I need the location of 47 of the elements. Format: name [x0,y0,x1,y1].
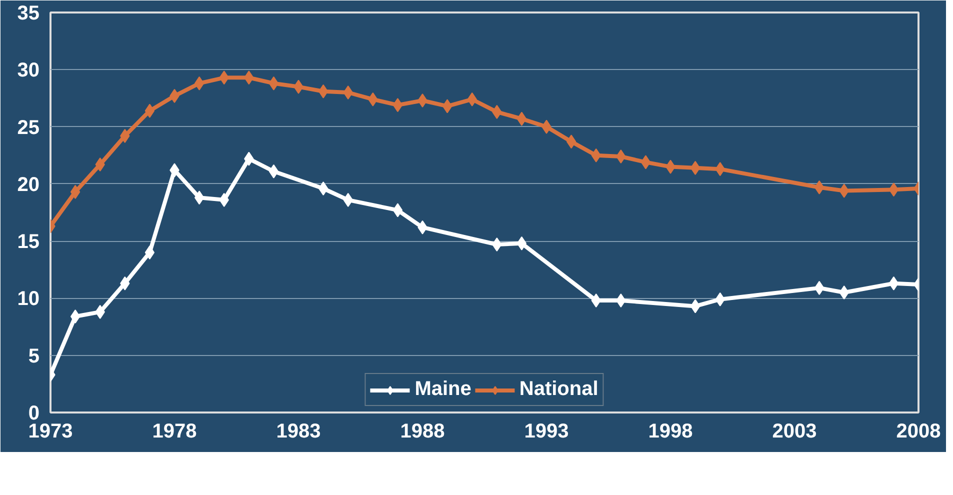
point [566,134,576,149]
point [616,294,626,308]
point [690,160,700,175]
y-tick-label: 30 [17,60,40,82]
point [144,246,155,260]
point [814,280,824,295]
point [616,150,626,164]
point [70,310,80,324]
point [392,203,403,218]
point [144,104,155,118]
point [268,76,279,90]
point [516,236,527,250]
point [95,158,105,172]
y-tick-label: 10 [17,288,40,310]
legend-label: National [519,378,598,401]
y-tick-label: 25 [17,116,40,139]
x-tick-label: 1993 [524,420,569,442]
point [888,182,899,197]
legend-label: Maine [414,378,472,401]
point [268,164,279,178]
y-tick-label: 5 [28,345,40,368]
point [318,84,328,98]
point [194,190,204,205]
y-tick-label: 35 [17,2,40,24]
point [194,76,204,90]
point [640,155,651,170]
point [888,276,899,290]
point [516,112,527,126]
x-tick-label: 2003 [772,420,817,442]
point [492,238,502,252]
x-tick-label: 1998 [648,420,693,442]
point [418,94,428,108]
point [392,98,403,112]
x-tick-label: 1988 [400,420,445,442]
point [839,286,849,300]
y-tick-label: 20 [17,174,40,196]
point [591,294,601,308]
x-tick-label: 2008 [896,420,941,442]
x-tick-label: 1983 [276,420,321,442]
point [690,299,700,314]
point [70,184,80,199]
point [814,180,824,194]
x-tick-label: 1978 [152,420,197,442]
point [318,182,328,196]
point [343,86,353,100]
y-tick-label: 15 [17,231,40,254]
point [442,99,452,114]
